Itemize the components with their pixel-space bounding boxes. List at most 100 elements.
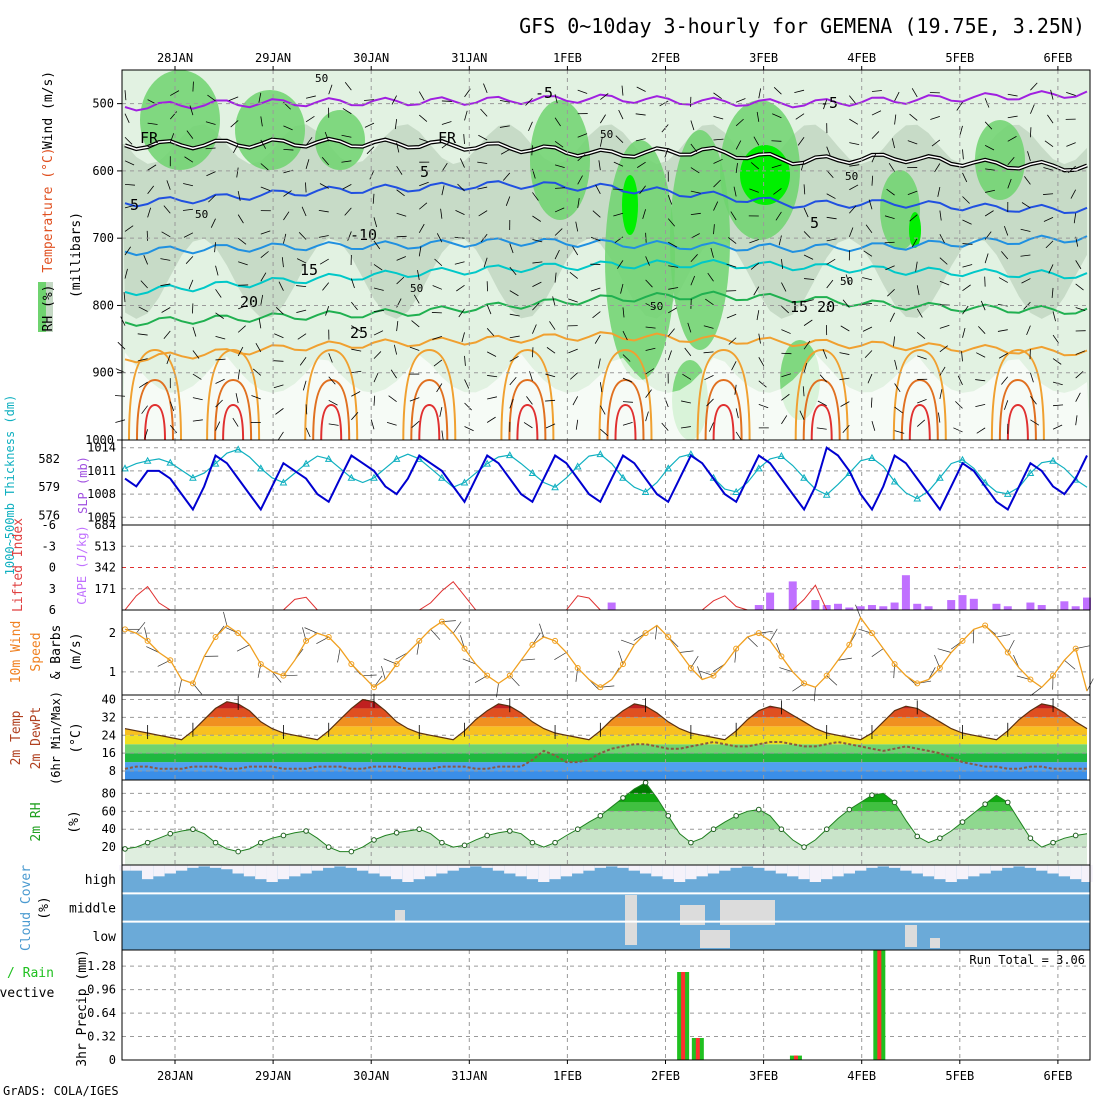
cloud-gap <box>625 895 637 945</box>
cloud-high-gap <box>640 865 651 874</box>
rh-shade-green <box>530 100 590 220</box>
contour-label: -5 <box>820 94 838 112</box>
rh2m-point <box>326 845 331 850</box>
cloud-high-gap <box>527 865 538 879</box>
credit-label: GrADS: COLA/IGES <box>3 1084 119 1098</box>
cloud-axis-label: (%) <box>37 896 52 919</box>
cloud-high-gap <box>968 865 979 876</box>
y-tick-label: 500 <box>92 97 114 111</box>
wind-barb <box>305 628 318 634</box>
wind-barb <box>747 637 757 647</box>
rh2m-point <box>1051 840 1056 845</box>
cape-bar <box>1038 605 1046 610</box>
cloud-high-gap <box>504 865 515 874</box>
precip-tick-label: 0.96 <box>87 983 116 997</box>
cloud-high-gap <box>538 865 549 882</box>
x-tick-label: 6FEB <box>1043 51 1072 65</box>
cloud-high-gap <box>979 865 990 874</box>
rh2m-point <box>394 830 399 835</box>
rh2m-point <box>870 793 875 798</box>
temp2m-axis-label: (6hr Min/Max) <box>49 691 63 785</box>
rh2m-point <box>711 827 716 832</box>
temp-band <box>122 708 1090 717</box>
cloud-high-gap <box>391 865 402 879</box>
cloud-high-gap <box>255 865 266 879</box>
rh-tick-label: 20 <box>102 840 116 854</box>
x-tick-label: 5FEB <box>945 51 974 65</box>
contour-label: -5 <box>535 84 553 102</box>
rh2m-point <box>1073 833 1078 838</box>
temp-band <box>122 753 1090 762</box>
cloud-high-gap <box>312 865 323 871</box>
contour-label: 15 20 <box>790 298 835 316</box>
cape-bar <box>925 606 933 610</box>
cloud-high-gap <box>991 865 1002 871</box>
precip-convective-bar <box>696 1038 700 1060</box>
slp-axis-label: SLP (mb) <box>76 456 90 514</box>
rh2m-point <box>666 813 671 818</box>
cape-bar <box>879 606 887 610</box>
temp-band <box>122 735 1090 744</box>
wind10-axis-label: (m/s) <box>69 632 84 671</box>
rh-tick-label: 60 <box>102 804 116 818</box>
cape-bar <box>1004 606 1012 610</box>
cape-bar <box>992 604 1000 610</box>
cloud-high-gap <box>787 865 798 876</box>
rh-shade-green <box>140 70 220 170</box>
precip-tick-label: 1.28 <box>87 959 116 973</box>
cape-bar <box>959 595 967 610</box>
temp-band <box>122 695 1090 708</box>
contour-label: 50 <box>845 170 858 183</box>
cape-bar <box>913 604 921 610</box>
wind-barb <box>397 236 407 237</box>
cloud-high-gap <box>515 865 526 876</box>
cloud-high-gap <box>1047 865 1058 874</box>
cloud-gap <box>930 938 940 948</box>
wind-tick-label: 1 <box>109 665 116 679</box>
contour-label: 50 <box>195 208 208 221</box>
contour-label: 25 <box>350 324 368 342</box>
rh2m-point <box>440 840 445 845</box>
cloud-high-gap <box>583 865 594 871</box>
precip-convective-legend: Convective <box>0 986 54 1001</box>
cloud-high-gap <box>764 865 775 871</box>
cloud-high-gap <box>448 865 459 871</box>
rh2m-point <box>892 800 897 805</box>
cloud-high-gap <box>855 865 866 871</box>
cloud-axis-label: Cloud Cover <box>19 865 34 951</box>
x-tick-label: 29JAN <box>255 51 291 65</box>
li-tick-label: 3 <box>49 582 56 596</box>
cape-bar <box>902 575 910 610</box>
cape-bar <box>1060 601 1068 610</box>
cloud-high-gap <box>300 865 311 874</box>
thickness-tick-label: 579 <box>38 480 60 494</box>
rh2m-point <box>168 831 173 836</box>
li-tick-label: 0 <box>49 561 56 575</box>
cloud-high-gap <box>900 865 911 871</box>
rh2m-point <box>553 840 558 845</box>
wind-tick-label: 2 <box>109 626 116 640</box>
cloud-high-gap <box>708 865 719 874</box>
cloud-high-gap <box>380 865 391 876</box>
wind-barb <box>363 675 377 676</box>
cape-tick-label: 684 <box>94 518 116 532</box>
cape-bar <box>834 604 842 610</box>
x-tick-label: 4FEB <box>847 51 876 65</box>
x-tick-label: 6FEB <box>1043 1069 1072 1083</box>
wind-barb <box>539 624 543 637</box>
cloud-high-gap <box>685 865 696 879</box>
rh-band <box>122 793 1090 802</box>
cloud-high-gap <box>798 865 809 879</box>
li-tick-label: -6 <box>42 518 56 532</box>
wind10-axis-label: 10m Wind <box>9 621 24 684</box>
rh2m-point <box>598 813 603 818</box>
rh-shade-bright <box>622 175 638 235</box>
rh2m-axis-label: (%) <box>67 810 82 833</box>
wind-barb <box>193 82 194 92</box>
cloud-high-gap <box>957 865 968 879</box>
rh-band <box>122 802 1090 811</box>
slp-tick-label: 1014 <box>87 441 116 455</box>
wind-barb <box>237 645 249 651</box>
wind10-axis-label: & Barbs <box>49 625 64 680</box>
cape-axis-label: CAPE (J/kg) <box>75 525 89 604</box>
